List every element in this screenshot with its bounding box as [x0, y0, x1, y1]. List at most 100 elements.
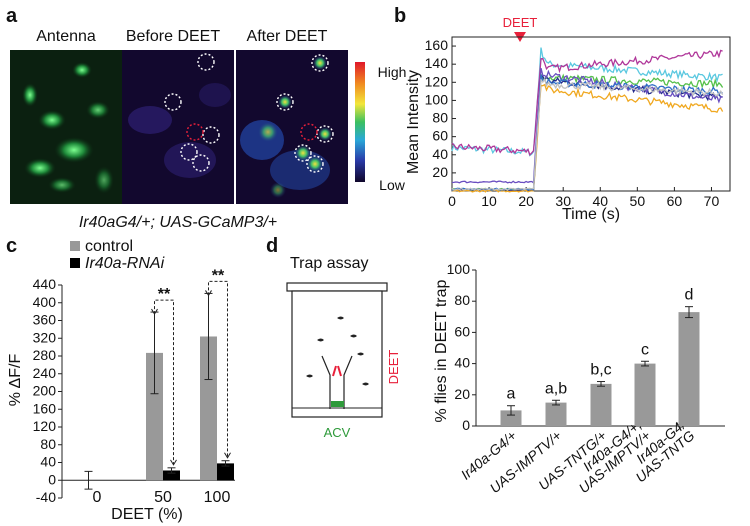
c-significance-bracket: [154, 299, 174, 465]
trap-acv-label: ACV: [324, 425, 351, 440]
roi-circle: [192, 154, 210, 172]
c-xtick-label: 50: [154, 489, 172, 506]
roi-circle: [294, 144, 312, 162]
d-bar: [500, 410, 522, 426]
c-ytick-label: 280: [33, 347, 57, 363]
c-xtick-label: 100: [204, 489, 231, 506]
b-xtick-label: 50: [630, 193, 646, 209]
trap-diagram: [286, 282, 388, 418]
c-legend-rnai: Ir40a-RNAi: [85, 255, 165, 272]
acv-bait: [331, 401, 344, 407]
b-xlabel: Time (s): [562, 206, 620, 223]
roi-circle-red: [186, 123, 204, 141]
c-xtick-label: 0: [93, 489, 102, 506]
panel-a: a Antenna Before DEET After DEET: [6, 5, 406, 231]
roi-circle: [306, 155, 324, 173]
c-ytick-label: 320: [33, 329, 57, 345]
d-bar: [590, 383, 612, 426]
roi-circle: [197, 53, 215, 71]
b-xtick-label: 40: [592, 193, 608, 209]
fly-icon: [317, 338, 324, 342]
b-trace-gray: [451, 77, 724, 191]
fly-icon: [362, 382, 369, 386]
panel-d: d Trap assay DEET ACV % flies in DEET tr…: [266, 235, 725, 496]
d-bar: [678, 312, 700, 426]
title-after-deet: After DEET: [247, 28, 328, 45]
d-group-letter: b,c: [590, 362, 611, 379]
b-ytick-label: 140: [425, 55, 449, 71]
d-group-letter: d: [685, 287, 694, 304]
colorbar-low-label: Low: [379, 177, 406, 193]
b-axes: 0 10 20 30 40 50 60 70 20 40 60 80 100 120 140 160: [425, 36, 731, 209]
fly-icon: [306, 374, 313, 378]
b-ytick-label: 20: [432, 164, 448, 180]
genotype-caption: Ir40aG4/+; UAS-GCaMP3/+: [79, 214, 277, 231]
c-bar: [200, 336, 217, 481]
panel-c: c % ΔF/F DEET (%) control Ir40a-RNAi -40…: [6, 235, 235, 523]
b-ytick-label: 120: [425, 73, 449, 89]
fly-icon: [357, 352, 364, 356]
c-bar: [217, 463, 234, 481]
c-xlabel: DEET (%): [111, 506, 183, 523]
b-ytick-label: 60: [432, 128, 448, 144]
c-significance-stars: **: [158, 286, 171, 303]
panel-label-a: a: [6, 5, 18, 27]
b-plot-frame: [451, 36, 731, 192]
trap-title: Trap assay: [290, 255, 369, 272]
c-significance-bracket: [208, 280, 228, 458]
roi-circle: [164, 93, 182, 111]
c-ytick-label: -40: [36, 489, 56, 505]
b-xtick-label: 10: [481, 193, 497, 209]
c-ytick-label: 240: [33, 365, 57, 381]
c-ytick-label: 160: [33, 400, 57, 416]
b-xtick-label: 70: [704, 193, 720, 209]
b-xtick-label: 30: [555, 193, 571, 209]
c-ytick-label: 360: [33, 312, 57, 328]
d-ytick-label: 40: [454, 355, 470, 371]
d-group-letter: a: [507, 386, 516, 403]
image-before-deet: [122, 50, 234, 204]
d-group-letter: a,b: [545, 380, 567, 397]
d-group-letter: c: [641, 341, 649, 358]
c-ytick-label: 200: [33, 383, 57, 399]
d-ytick-label: 100: [447, 261, 471, 277]
colorbar-high-label: High: [378, 64, 407, 80]
d-ytick-label: 20: [454, 386, 470, 402]
d-bar: [545, 402, 567, 426]
roi-circle: [311, 54, 329, 72]
b-xtick-label: 60: [667, 193, 683, 209]
c-ylabel: % ΔF/F: [7, 354, 24, 407]
b-trace-cyan: [451, 47, 723, 157]
d-ytick-label: 0: [462, 417, 470, 433]
b-xtick-label: 20: [518, 193, 534, 209]
c-ytick-label: 80: [40, 436, 56, 452]
c-bracket-arrow: [151, 308, 158, 316]
fly-icon: [337, 316, 344, 320]
d-ytick-label: 80: [454, 292, 470, 308]
title-antenna: Antenna: [36, 28, 96, 45]
panel-b: b Mean Intensity Time (s) DEET 0 10 20 30 40…: [394, 5, 731, 223]
c-legend-swatch-control: [70, 241, 80, 251]
c-bars: ** **: [84, 267, 234, 490]
c-ytick-label: 400: [33, 294, 57, 310]
colorbar: [355, 62, 365, 182]
d-ytick-label: 60: [454, 323, 470, 339]
c-ytick-label: 120: [33, 418, 57, 434]
d-bar: [634, 363, 656, 426]
c-bracket-arrow: [224, 452, 231, 459]
c-legend-swatch-rnai: [70, 258, 80, 268]
roi-circle-red: [300, 123, 318, 141]
roi-circle: [180, 143, 198, 161]
roi-circle: [202, 126, 220, 144]
c-ytick-label: 440: [33, 276, 57, 292]
b-deet-annotation: DEET: [503, 15, 538, 30]
c-bracket-arrow: [205, 290, 212, 297]
panel-label-d: d: [266, 235, 278, 257]
image-after-deet: [236, 50, 348, 204]
b-ytick-label: 160: [425, 37, 449, 53]
c-bracket-arrow: [170, 459, 177, 466]
title-before-deet: Before DEET: [126, 28, 220, 45]
b-trace-orange: [451, 83, 724, 193]
roi-circle: [276, 93, 294, 111]
